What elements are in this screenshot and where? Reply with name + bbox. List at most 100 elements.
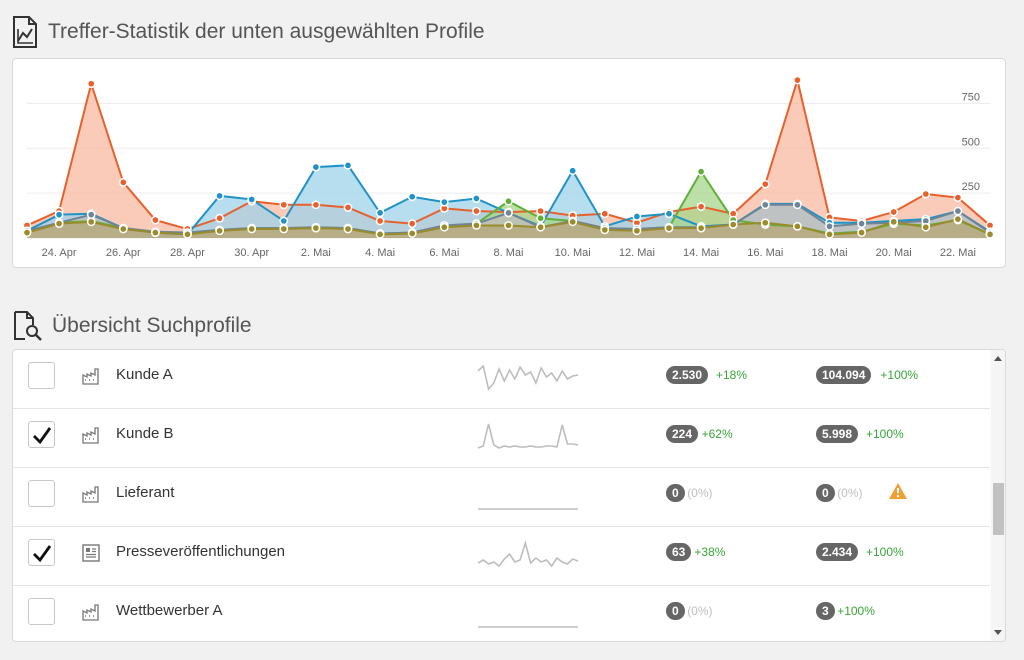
profile-row[interactable]: Kunde A 2.530 +18% 104.094 +100% [13, 350, 990, 409]
newspaper-icon [81, 543, 101, 563]
data-point [407, 219, 417, 228]
data-point [793, 200, 802, 210]
profile-sparkline [477, 540, 579, 568]
total-count-badge: 3 [816, 602, 835, 620]
data-point [183, 230, 192, 239]
data-point [343, 160, 353, 170]
warning-icon[interactable] [888, 482, 908, 505]
hits-count-badge: 0 [666, 484, 685, 502]
data-point [600, 225, 610, 235]
data-point [151, 215, 160, 225]
profiles-section-title: Übersicht Suchprofile [52, 314, 252, 337]
x-tick-label: 18. Mai [811, 247, 847, 259]
data-point [600, 209, 610, 219]
profile-name[interactable]: Kunde A [116, 366, 173, 383]
data-point [118, 178, 128, 187]
hits-change-percent: +38% [694, 545, 726, 559]
data-point [857, 219, 866, 228]
profile-name[interactable]: Presseveröffentlichungen [116, 543, 285, 560]
data-point [696, 202, 706, 211]
y-tick-label: 750 [962, 91, 980, 103]
data-point [632, 226, 642, 236]
x-tick-label: 14. Mai [683, 247, 719, 259]
data-point [215, 226, 224, 236]
profile-sparkline [477, 364, 579, 391]
x-tick-label: 22. Mai [940, 247, 976, 259]
data-point [86, 210, 96, 220]
sparkline-path [477, 364, 579, 391]
chart-document-icon [12, 16, 38, 48]
data-point [151, 228, 160, 237]
profile-checkbox[interactable] [28, 480, 55, 507]
data-point [215, 191, 224, 201]
data-point [86, 217, 96, 227]
data-point [825, 221, 834, 231]
data-point [793, 221, 802, 231]
hits-change-percent: (0%) [687, 604, 713, 618]
data-point [504, 221, 513, 230]
data-point [247, 224, 257, 234]
x-tick-label: 20. Mai [876, 247, 912, 259]
data-point [728, 220, 738, 229]
stats-section-header: Treffer-Statistik der unten ausgewählten… [12, 16, 485, 48]
total-count-badge: 5.998 [816, 425, 859, 443]
data-point [825, 230, 834, 239]
data-point [86, 79, 96, 89]
data-point [536, 222, 545, 232]
data-point [536, 213, 545, 223]
x-tick-label: 28. Apr [170, 247, 205, 259]
data-point [22, 228, 32, 237]
scroll-down-arrow-icon[interactable] [994, 630, 1002, 635]
x-tick-label: 30. Apr [234, 247, 269, 259]
profile-sparkline [478, 508, 578, 510]
hits-count-badge: 63 [666, 543, 692, 561]
scroll-thumb[interactable] [993, 483, 1004, 535]
hits-change-percent: +62% [701, 427, 733, 441]
profile-checkbox[interactable] [28, 421, 55, 448]
data-point [375, 216, 385, 226]
profile-sparkline [478, 626, 578, 628]
profile-name[interactable]: Wettbewerber A [116, 602, 223, 619]
factory-icon [81, 484, 101, 504]
data-point [311, 223, 321, 233]
profiles-scrollbar[interactable] [991, 350, 1005, 641]
data-point [889, 217, 899, 227]
scroll-up-arrow-icon[interactable] [994, 356, 1002, 361]
profile-row[interactable]: Presseveröffentlichungen 63 +38% 2.434 +100% [13, 527, 990, 586]
data-point [279, 200, 289, 210]
data-point [279, 224, 289, 234]
profile-checkbox[interactable] [28, 539, 55, 566]
total-change-percent: +100% [866, 427, 904, 441]
total-count-badge: 2.434 [816, 543, 859, 561]
data-point [568, 217, 578, 227]
profile-name[interactable]: Kunde B [116, 425, 174, 442]
profile-row[interactable]: Wettbewerber A 0 (0%) 3 +100% [13, 586, 990, 641]
data-point [247, 195, 257, 204]
profile-name[interactable]: Lieferant [116, 484, 175, 501]
hits-count-badge: 2.530 [666, 366, 709, 384]
profiles-list: Kunde A 2.530 +18% 104.094 +100% Kunde B 224 +6… [12, 349, 1006, 642]
data-point [504, 196, 513, 206]
data-point [568, 166, 578, 176]
sparkline-path [477, 540, 579, 568]
profile-row[interactable]: Lieferant 0 (0%) 0 (0%) [13, 468, 990, 527]
total-change-percent: +100% [880, 368, 919, 382]
data-point [472, 194, 481, 203]
data-point [343, 203, 353, 212]
total-change-percent: +100% [866, 545, 904, 559]
hits-change-percent: (0%) [687, 486, 713, 500]
x-tick-label: 2. Mai [301, 247, 331, 259]
data-point [889, 207, 899, 217]
x-tick-label: 12. Mai [619, 247, 655, 259]
data-point [953, 214, 963, 224]
total-count-badge: 0 [816, 484, 835, 502]
x-tick-label: 6. Mai [429, 247, 459, 259]
profile-row[interactable]: Kunde B 224 +62% 5.998 +100% [13, 409, 990, 468]
profile-checkbox[interactable] [28, 362, 55, 389]
data-point [536, 206, 545, 216]
profiles-section-header: Übersicht Suchprofile [12, 311, 252, 341]
data-point [279, 216, 289, 226]
profile-checkbox[interactable] [28, 598, 55, 625]
data-point [760, 200, 770, 210]
sparkline-path [477, 423, 579, 449]
